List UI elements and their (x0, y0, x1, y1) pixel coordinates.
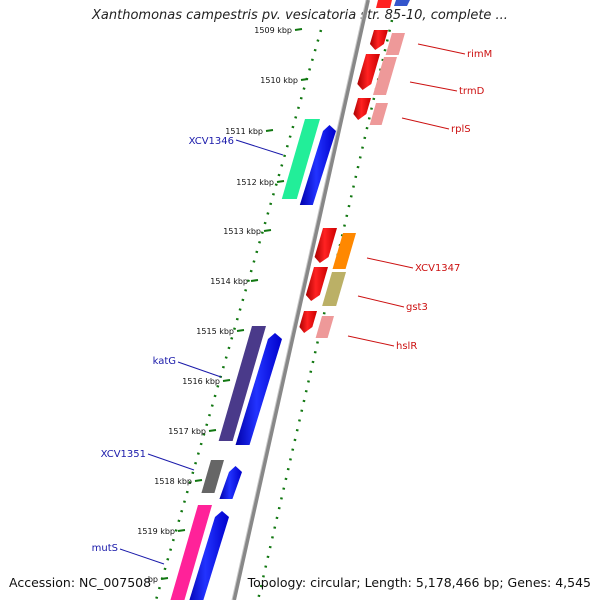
kbp-tick-mark (222, 379, 231, 382)
label-leader-line (401, 117, 450, 130)
label-leader-line (357, 295, 405, 308)
gene-label[interactable]: rimM (467, 49, 492, 60)
kbp-tick-mark (177, 529, 186, 532)
reverse-feature-bar[interactable] (369, 103, 388, 125)
kbp-tick-mark (250, 279, 259, 282)
kbp-tick-label: 1510 kbp (260, 76, 298, 85)
accession-text: Accession: NC_007508 (9, 575, 152, 590)
gene-labels: XCV1346 katG XCV1351 mutS rimM trmD rplS XCV134… (92, 43, 492, 565)
reverse-feature-bar[interactable] (322, 272, 346, 306)
gene-label[interactable]: XCV1346 (189, 136, 234, 147)
kbp-tick-label: bp (148, 575, 158, 584)
kbp-tick-mark (263, 229, 272, 232)
reverse-feature-bar[interactable] (315, 316, 334, 338)
label-leader-line (147, 453, 195, 471)
gene-label[interactable]: trmD (459, 86, 485, 97)
forward-gene-arrow[interactable] (219, 466, 242, 499)
reverse-gene-arrow[interactable] (299, 311, 317, 333)
kbp-tick-mark (194, 479, 203, 482)
reverse-gene-arrow[interactable] (357, 54, 380, 90)
gene-label[interactable]: XCV1351 (101, 449, 146, 460)
gene-label[interactable]: XCV1347 (415, 263, 460, 274)
reverse-gene-arrow[interactable] (369, 30, 388, 50)
kbp-tick-label: 1516 kbp (182, 377, 220, 386)
label-leader-line (177, 361, 222, 378)
kbp-ticks: 1509 kbp 1510 kbp 1511 kbp 1512 kbp 1513 kbp… (137, 26, 309, 584)
forward-gene-arrow[interactable] (235, 333, 282, 445)
reverse-gene-arrow[interactable] (353, 98, 371, 120)
reverse-gene-arrow[interactable] (305, 267, 328, 301)
gene-label[interactable]: rplS (451, 124, 471, 135)
label-leader-line (347, 335, 395, 347)
label-leader-line (417, 43, 466, 55)
forward-gene-arrow[interactable] (186, 511, 229, 600)
kbp-tick-label: 1509 kbp (254, 26, 292, 35)
gene-label[interactable]: mutS (92, 543, 118, 554)
forward-feature-bar[interactable] (169, 505, 212, 600)
reverse-feature-bar[interactable] (372, 57, 397, 95)
kbp-tick-label: 1511 kbp (225, 127, 263, 136)
forward-feature-bar[interactable] (281, 119, 320, 199)
reverse-gene-arrow[interactable] (376, 0, 392, 8)
reverse-ruler (256, 19, 394, 600)
kbp-tick-mark (294, 28, 303, 31)
reverse-gene-arrow[interactable] (314, 228, 337, 263)
kbp-tick-label: 1519 kbp (137, 527, 175, 536)
topology-text: Topology: circular; Length: 5,178,466 bp… (247, 575, 591, 590)
label-leader-line (409, 81, 458, 92)
forward-gene-arrow[interactable] (394, 0, 410, 6)
gene-features (169, 0, 410, 600)
kbp-tick-label: 1513 kbp (223, 227, 261, 236)
forward-feature-bar[interactable] (201, 460, 224, 493)
gene-label[interactable]: katG (153, 356, 176, 367)
map-title: Xanthomonas campestris pv. vesicatoria s… (92, 8, 508, 23)
gene-label[interactable]: hslR (396, 341, 417, 352)
kbp-tick-label: 1514 kbp (210, 277, 248, 286)
forward-feature-bar[interactable] (218, 326, 266, 441)
kbp-tick-label: 1512 kbp (236, 178, 274, 187)
forward-gene-arrow[interactable] (299, 125, 336, 205)
gene-label[interactable]: gst3 (406, 302, 428, 313)
kbp-tick-mark (276, 180, 285, 183)
kbp-tick-label: 1518 kbp (154, 477, 192, 486)
label-leader-line (119, 548, 165, 565)
label-leader-line (235, 139, 284, 156)
kbp-tick-mark (236, 329, 245, 332)
kbp-tick-mark (265, 129, 274, 132)
reverse-feature-bar[interactable] (332, 233, 356, 269)
kbp-tick-mark (300, 78, 309, 81)
label-leader-line (366, 257, 414, 269)
kbp-tick-label: 1515 kbp (196, 327, 234, 336)
kbp-tick-mark (208, 429, 217, 432)
reverse-feature-bar[interactable] (385, 33, 405, 55)
kbp-tick-label: 1517 kbp (168, 427, 206, 436)
kbp-tick-mark (160, 577, 169, 580)
genome-backbone (232, 0, 370, 600)
